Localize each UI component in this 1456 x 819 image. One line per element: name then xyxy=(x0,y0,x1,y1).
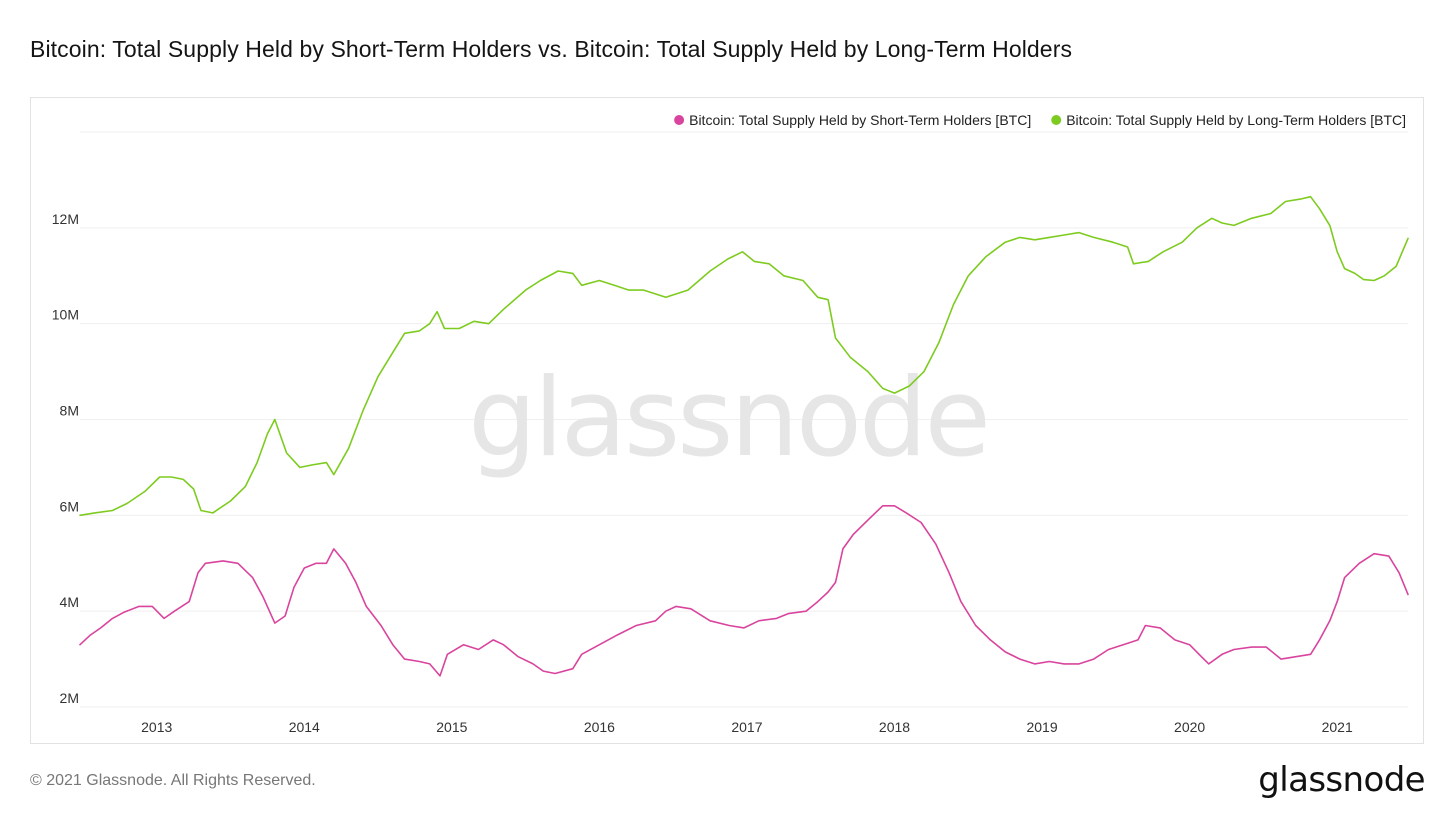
copyright-text: © 2021 Glassnode. All Rights Reserved. xyxy=(30,772,316,789)
legend-label: Bitcoin: Total Supply Held by Short-Term… xyxy=(689,112,1031,128)
y-tick-label: 6M xyxy=(60,498,79,514)
legend[interactable]: Bitcoin: Total Supply Held by Long-Term … xyxy=(674,112,1406,128)
chart-title: Bitcoin: Total Supply Held by Short-Term… xyxy=(30,36,1073,62)
x-axis-ticks: 2013 2014 2015 2016 2017 2018 2019 2020 2021 xyxy=(141,719,1353,735)
series-lines xyxy=(79,195,1409,677)
legend-item-long-term[interactable]: Bitcoin: Total Supply Held by Long-Term … xyxy=(1051,112,1406,128)
x-tick-label: 2018 xyxy=(879,719,910,735)
y-tick-label: 12M xyxy=(52,211,79,227)
legend-label: Bitcoin: Total Supply Held by Long-Term … xyxy=(1066,112,1406,128)
x-tick-label: 2014 xyxy=(289,719,320,735)
brand-logo: glassnode xyxy=(1258,760,1425,800)
watermark-text: glassnode xyxy=(468,356,988,481)
x-tick-label: 2016 xyxy=(584,719,615,735)
legend-item-short-term[interactable]: Bitcoin: Total Supply Held by Short-Term… xyxy=(674,112,1031,128)
x-tick-label: 2013 xyxy=(141,719,172,735)
y-axis-ticks: 2M 4M 6M 8M 10M 12M xyxy=(52,211,79,706)
y-tick-label: 8M xyxy=(60,403,79,419)
legend-marker-icon xyxy=(674,115,685,125)
x-tick-label: 2019 xyxy=(1026,719,1057,735)
y-tick-label: 2M xyxy=(60,690,79,706)
y-tick-label: 10M xyxy=(52,307,79,323)
series-line-long-term-holders xyxy=(79,195,1409,517)
x-tick-label: 2015 xyxy=(436,719,467,735)
x-tick-label: 2020 xyxy=(1174,719,1205,735)
series-line-short-term-holders xyxy=(79,505,1409,677)
y-tick-label: 4M xyxy=(60,594,79,610)
x-tick-label: 2021 xyxy=(1322,719,1353,735)
legend-marker-icon xyxy=(1051,115,1062,125)
chart-frame xyxy=(30,97,1424,744)
grid-lines xyxy=(80,131,1408,708)
x-tick-label: 2017 xyxy=(731,719,762,735)
